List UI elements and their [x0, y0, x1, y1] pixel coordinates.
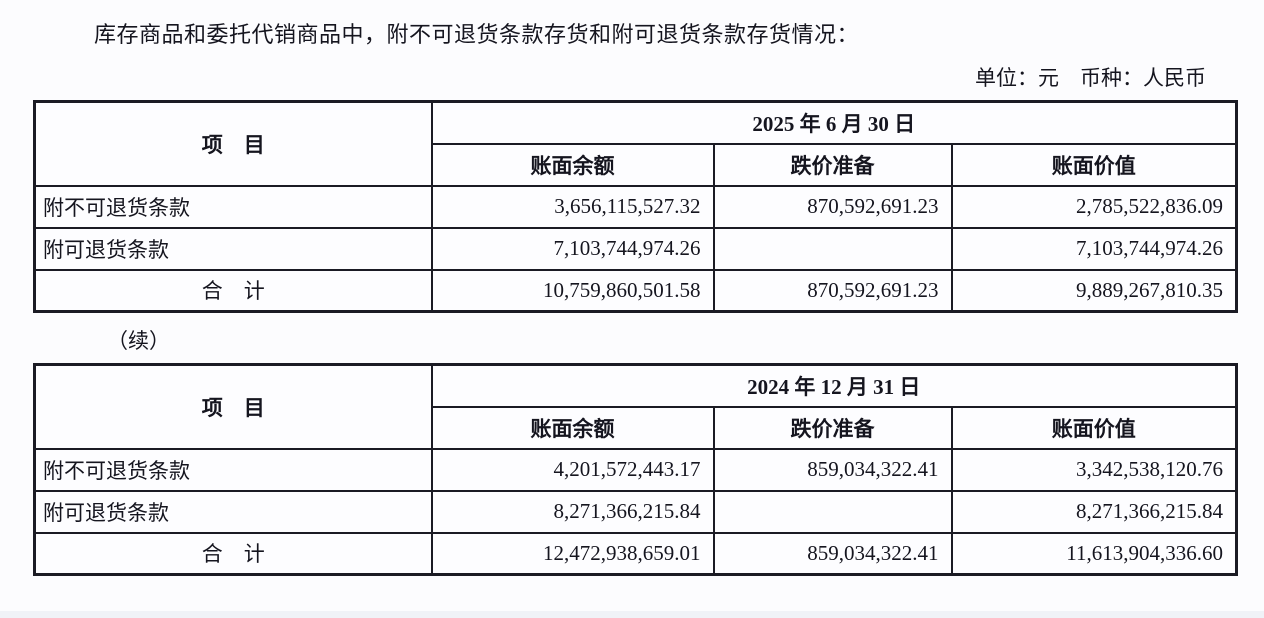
column-header-book-balance: 账面余额: [430, 142, 715, 187]
column-header-book-value: 账面价值: [950, 142, 1238, 187]
cell-value: 4,201,572,443.17: [430, 447, 715, 492]
cell-value: 870,592,691.23: [712, 184, 953, 229]
document-page: 库存商品和委托代销商品中，附不可退货条款存货和附可退货条款存货情况： 单位：元 …: [0, 22, 1264, 618]
unit-currency-note: 单位：元 币种：人民币: [975, 66, 1206, 90]
cell-value: 7,103,744,974.26: [430, 226, 715, 271]
cell-value: [712, 489, 953, 534]
item-column-header: 项 目: [33, 363, 433, 450]
column-header-book-value: 账面价值: [950, 405, 1238, 450]
table-subheader-row: 账面余额 跌价准备 账面价值: [35, 405, 1238, 450]
table-row: 附不可退货条款 4,201,572,443.17 859,034,322.41 …: [33, 447, 1238, 492]
cell-value: 8,271,366,215.84: [430, 489, 715, 534]
table-total-row: 合 计 12,472,938,659.01 859,034,322.41 11,…: [33, 531, 1238, 576]
cell-value: 3,342,538,120.76: [950, 447, 1238, 492]
table-subheader-row: 账面余额 跌价准备 账面价值: [35, 142, 1238, 187]
row-label: 附可退货条款: [33, 226, 433, 271]
cell-value: 12,472,938,659.01: [430, 531, 715, 576]
cell-value: 10,759,860,501.58: [430, 268, 715, 313]
table-row: 附可退货条款 8,271,366,215.84 8,271,366,215.84: [33, 489, 1238, 534]
column-header-impairment-provision: 跌价准备: [712, 405, 953, 450]
table-row: 附不可退货条款 3,656,115,527.32 870,592,691.23 …: [33, 184, 1238, 229]
table-row: 附可退货条款 7,103,744,974.26 7,103,744,974.26: [33, 226, 1238, 271]
item-column-header: 项 目: [33, 100, 433, 187]
inventory-table-2025: 项 目 2025 年 6 月 30 日 账面余额 跌价准备 账面价值 附不可退货…: [33, 100, 1239, 313]
cell-value: 859,034,322.41: [712, 447, 953, 492]
row-label: 附不可退货条款: [33, 184, 433, 229]
inventory-table-2024: 项 目 2024 年 12 月 31 日 账面余额 跌价准备 账面价值 附不可退…: [33, 363, 1239, 576]
total-row-label: 合 计: [33, 268, 433, 313]
column-header-impairment-provision: 跌价准备: [712, 142, 953, 187]
cell-value: 3,656,115,527.32: [430, 184, 715, 229]
total-row-label: 合 计: [33, 531, 433, 576]
date-header: 2025 年 6 月 30 日: [430, 100, 1238, 145]
row-label: 附可退货条款: [33, 489, 433, 534]
cell-value: 2,785,522,836.09: [950, 184, 1238, 229]
date-header: 2024 年 12 月 31 日: [430, 363, 1238, 408]
cell-value: 7,103,744,974.26: [950, 226, 1238, 271]
section-title: 库存商品和委托代销商品中，附不可退货条款存货和附可退货条款存货情况：: [94, 22, 860, 47]
cell-value: 859,034,322.41: [712, 531, 953, 576]
table-header-row: 项 目 2025 年 6 月 30 日: [33, 100, 1238, 187]
cell-value: 8,271,366,215.84: [950, 489, 1238, 534]
row-label: 附不可退货条款: [33, 447, 433, 492]
table-header-row: 项 目 2024 年 12 月 31 日: [33, 363, 1238, 450]
page-bottom-edge: [0, 611, 1264, 618]
table-total-row: 合 计 10,759,860,501.58 870,592,691.23 9,8…: [33, 268, 1238, 313]
column-header-book-balance: 账面余额: [430, 405, 715, 450]
cell-value: 9,889,267,810.35: [950, 268, 1238, 313]
cell-value: 11,613,904,336.60: [950, 531, 1238, 576]
cell-value: 870,592,691.23: [712, 268, 953, 313]
cell-value: [712, 226, 953, 271]
continuation-note: （续）: [107, 329, 170, 353]
